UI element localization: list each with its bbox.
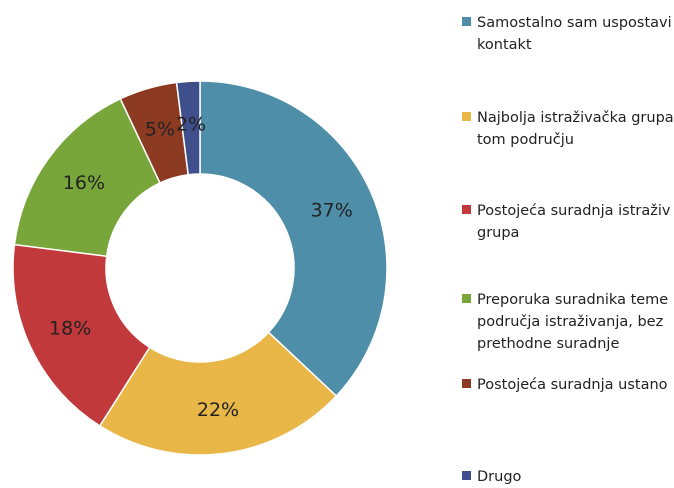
data-label: 2%: [176, 113, 206, 135]
data-label: 16%: [63, 172, 105, 194]
legend-label: Drugo: [477, 469, 522, 485]
legend-swatch: [462, 471, 471, 480]
legend-swatch: [462, 112, 471, 121]
legend-item: Drugo: [462, 466, 674, 488]
donut-slice: [12, 243, 151, 427]
legend-swatch: [462, 205, 471, 214]
data-label: 5%: [145, 119, 175, 141]
legend-swatch: [462, 379, 471, 388]
data-label: 18%: [49, 318, 91, 340]
donut-slice: [13, 97, 161, 258]
legend-label: Postojeća suradnja ustano: [477, 377, 668, 393]
donut-slice: [199, 80, 388, 398]
data-label: 22%: [197, 399, 239, 421]
legend-label: Samostalno sam uspostavi kontakt: [477, 15, 672, 53]
legend-item: Preporuka suradnika teme područja istraž…: [462, 289, 674, 355]
legend-item: Samostalno sam uspostavi kontakt: [462, 12, 674, 56]
donut-slice: [98, 331, 338, 456]
legend-item: Postojeća suradnja ustano: [462, 374, 674, 396]
legend-label: Postojeća suradnja istraživ grupa: [477, 203, 671, 241]
legend-item: Najbolja istraživačka grupa tom području: [462, 107, 674, 151]
data-label: 37%: [311, 200, 353, 222]
legend-swatch: [462, 17, 471, 26]
legend-item: Postojeća suradnja istraživ grupa: [462, 200, 674, 244]
legend-label: Najbolja istraživačka grupa tom području: [477, 110, 674, 148]
donut-slice: [175, 80, 201, 176]
legend-swatch: [462, 294, 471, 303]
legend-label: Preporuka suradnika teme područja istraž…: [477, 292, 669, 352]
